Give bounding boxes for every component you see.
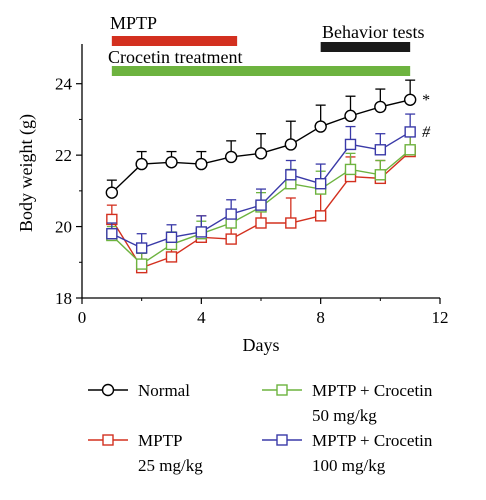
data-point: [135, 242, 148, 254]
legend-item-2: MPTP + Crocetin 50 mg/kg: [262, 381, 433, 425]
legend-marker: [101, 383, 115, 397]
data-point: [285, 217, 297, 229]
legend-marker: [276, 434, 288, 446]
x-tick-label: 8: [316, 308, 325, 327]
data-point: [374, 169, 387, 181]
legend-label: MPTP: [138, 431, 182, 450]
legend-label: MPTP + Crocetin: [312, 381, 433, 400]
data-point: [314, 178, 327, 190]
y-tick-label: 20: [55, 218, 72, 237]
series-3: #: [106, 113, 431, 254]
data-point: [404, 126, 416, 138]
data-point: [195, 157, 208, 171]
data-point: [165, 156, 178, 169]
legend-sublabel: 50 mg/kg: [312, 406, 377, 425]
data-point: [105, 186, 119, 199]
legend-label: MPTP + Crocetin: [312, 431, 433, 450]
timeline-label-0: MPTP: [110, 13, 157, 33]
legend: Normal MPTP 25 mg/kg MPTP + Crocetin 50 mg/k…: [88, 381, 433, 475]
legend-marker: [276, 384, 288, 396]
data-point: [255, 199, 267, 211]
data-point: [374, 144, 387, 156]
data-point: [225, 233, 237, 245]
significance-marker: *: [422, 92, 430, 109]
data-point: [165, 231, 178, 243]
legend-sublabel: 25 mg/kg: [138, 456, 203, 475]
y-tick-label: 22: [55, 146, 72, 165]
data-point: [344, 163, 357, 176]
timeline-label-2: Behavior tests: [322, 22, 424, 42]
data-point: [314, 120, 327, 133]
legend-label: Normal: [138, 381, 190, 400]
timeline-bar-2: [320, 42, 411, 52]
data-point: [135, 258, 148, 270]
y-axis-label: Body weight (g): [16, 114, 37, 232]
axes: 18 20 22 24 0 4 8 12 Days Body weight (g): [16, 44, 449, 355]
significance-marker: #: [422, 124, 431, 141]
treatment-timeline: MPTP Crocetin treatment Behavior tests: [108, 13, 424, 76]
legend-item-1: MPTP 25 mg/kg: [88, 431, 203, 475]
x-axis-label: Days: [243, 335, 280, 355]
legend-marker: [102, 434, 114, 446]
data-point: [344, 109, 357, 123]
x-tick-label: 0: [78, 308, 87, 327]
x-tick-label: 4: [197, 308, 206, 327]
data-point: [106, 228, 118, 240]
legend-item-0: Normal: [88, 381, 190, 400]
data-point: [224, 150, 238, 164]
series-0: *: [105, 79, 430, 199]
data-point: [135, 157, 148, 171]
timeline-bar-1: [111, 66, 411, 76]
legend-sublabel: 100 mg/kg: [312, 456, 386, 475]
plot-series: *#: [105, 79, 431, 274]
data-point: [165, 251, 178, 263]
data-point: [254, 147, 268, 160]
data-point: [255, 217, 267, 229]
data-point: [374, 100, 387, 114]
timeline-label-1: Crocetin treatment: [108, 47, 242, 67]
legend-item-3: MPTP + Crocetin 100 mg/kg: [262, 431, 433, 475]
data-point: [344, 138, 357, 151]
data-point: [195, 226, 208, 238]
data-point: [403, 93, 417, 106]
data-point: [404, 144, 416, 156]
y-tick-label: 18: [55, 289, 72, 308]
timeline-bar-0: [111, 36, 238, 46]
data-point: [285, 169, 297, 181]
x-tick-label: 12: [432, 308, 449, 327]
data-point: [284, 138, 298, 151]
y-tick-label: 24: [55, 75, 73, 94]
data-point: [225, 208, 237, 220]
data-point: [314, 210, 327, 222]
